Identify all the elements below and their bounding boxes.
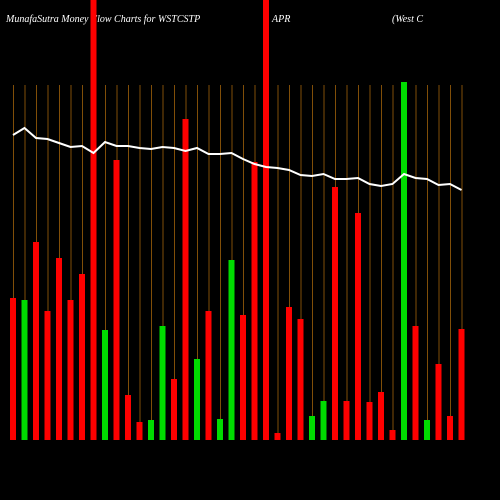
bar	[33, 242, 39, 440]
bar	[274, 433, 281, 440]
bar	[159, 326, 166, 440]
bar	[447, 416, 453, 440]
bar	[343, 401, 350, 440]
bar	[136, 422, 143, 440]
bar	[297, 319, 304, 440]
bar	[90, 0, 97, 440]
bar	[79, 274, 85, 440]
chart-subtitle: APR	[271, 14, 290, 25]
bar	[102, 330, 108, 440]
bar	[21, 300, 28, 440]
bar	[389, 430, 396, 440]
bar	[56, 258, 62, 440]
bar	[10, 298, 16, 440]
bar	[182, 119, 189, 440]
bar	[320, 401, 327, 440]
bar	[378, 392, 384, 440]
bar	[44, 311, 51, 440]
bar	[125, 395, 131, 440]
bar	[194, 359, 200, 440]
bar	[355, 213, 361, 440]
bar	[148, 420, 154, 440]
bar	[240, 315, 246, 440]
bar	[251, 162, 258, 440]
bar	[401, 82, 407, 440]
bar	[332, 187, 338, 440]
bar	[458, 329, 465, 440]
bar	[424, 420, 430, 440]
price-line	[12, 126, 462, 191]
bar	[366, 402, 373, 440]
bar	[217, 419, 223, 440]
bar	[435, 364, 442, 440]
chart-title: MunafaSutra Money Flow Charts for WSTCST…	[5, 14, 200, 25]
chart-annotation: (West C	[392, 14, 423, 25]
bar	[113, 160, 120, 440]
bar	[309, 416, 315, 440]
bar	[412, 326, 419, 440]
bar	[171, 379, 177, 440]
bar	[205, 311, 212, 440]
bar	[228, 260, 235, 440]
bar	[263, 0, 269, 440]
bar	[286, 307, 292, 440]
bar	[67, 300, 74, 440]
